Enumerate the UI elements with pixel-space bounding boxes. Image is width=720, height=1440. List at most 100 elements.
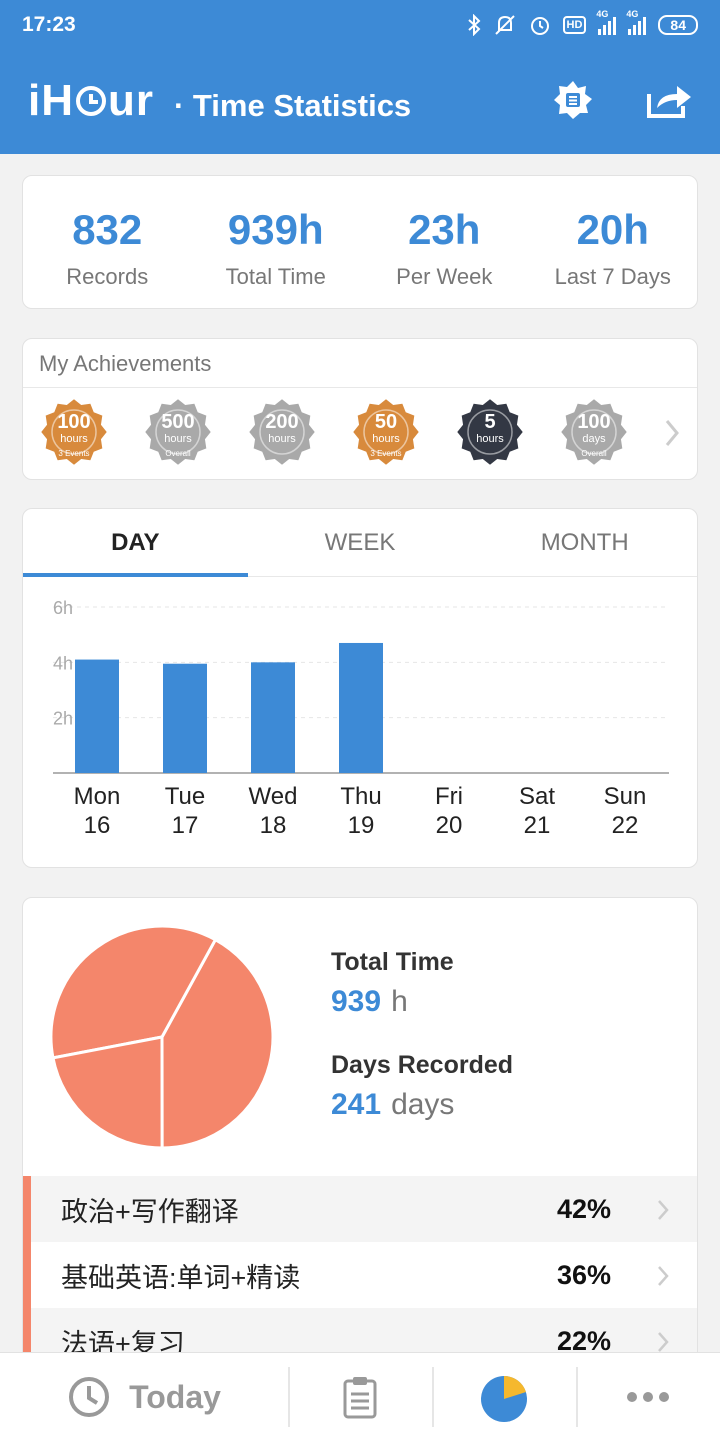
category-percent: 22%	[556, 1325, 611, 1356]
days-recorded-label: Days Recorded	[331, 1051, 514, 1079]
y-tick-label: 6h	[53, 598, 73, 618]
nav-more[interactable]	[576, 1353, 720, 1440]
achievement-badge[interactable]: 100 days Overall	[559, 397, 629, 467]
bar	[163, 663, 207, 773]
x-tick-date: 21	[524, 812, 551, 839]
x-tick-date: 22	[612, 812, 639, 839]
clock-icon	[69, 1377, 110, 1417]
category-percent: 42%	[556, 1193, 611, 1224]
x-tick-day: Sun	[604, 783, 647, 810]
stat-label: Total Time	[225, 264, 326, 289]
tab-month[interactable]: MONTH	[540, 529, 629, 556]
category-row[interactable]: 基础英语:单词+精读 36%	[23, 1242, 697, 1308]
stat-value: 20h	[576, 206, 649, 253]
network-type: 4G	[596, 9, 609, 19]
stat-value: 832	[72, 206, 143, 253]
achievement-badge[interactable]: 200 hours	[247, 397, 317, 467]
overview-info: Total Time 939 h Days Recorded 241 days	[331, 948, 513, 1122]
clipboard-icon	[343, 1377, 377, 1419]
logo-text-left: iH	[28, 76, 74, 125]
badge-value: 100	[57, 411, 91, 433]
pie-chart-icon	[481, 1375, 527, 1422]
achievements-title: My Achievements	[39, 351, 212, 376]
pie-slice	[51, 1035, 164, 1150]
more-icon	[627, 1392, 669, 1402]
alarm-icon	[530, 17, 549, 35]
bar	[339, 642, 383, 773]
badge-value: 500	[161, 411, 195, 433]
battery-icon: 84	[658, 15, 698, 35]
total-time-number: 939	[331, 985, 382, 1018]
signal-icon: 4G	[626, 9, 647, 35]
status-time: 17:23	[22, 13, 76, 36]
x-tick-date: 18	[260, 812, 287, 839]
stat-label: Last 7 Days	[554, 264, 671, 289]
total-time-label: Total Time	[331, 948, 454, 976]
page-title: · Time Statistics	[174, 88, 412, 123]
achievement-badge[interactable]: 500 hours Overall	[143, 397, 213, 467]
chevron-right-icon	[658, 1200, 669, 1220]
tab-week[interactable]: WEEK	[324, 529, 396, 556]
bluetooth-icon	[467, 14, 480, 36]
achievement-badges: 100 hours 3 Events 500 hours Overall 200 hours 5…	[39, 397, 629, 469]
stat-value: 23h	[408, 206, 481, 253]
x-tick-day: Sat	[519, 783, 555, 810]
days-recorded-number: 241	[331, 1088, 382, 1121]
badge-note: 3 Events	[370, 449, 402, 458]
x-tick-date: 17	[172, 812, 199, 839]
share-icon[interactable]	[645, 80, 693, 120]
period-tabs: DAY WEEK MONTH	[23, 509, 697, 577]
category-percent: 36%	[556, 1259, 611, 1290]
badge-medal-icon	[559, 397, 629, 467]
tab-day[interactable]: DAY	[23, 509, 248, 577]
badge-unit: hours	[60, 433, 88, 445]
total-time-value: 939 h	[331, 985, 513, 1019]
bar	[75, 659, 119, 773]
x-tick-day: Tue	[165, 783, 205, 810]
badge-value: 5	[484, 411, 496, 433]
badge-medal-icon	[143, 397, 213, 467]
badge-medal-icon	[455, 397, 525, 467]
badge-unit: hours	[268, 433, 296, 445]
logo-clock-icon	[76, 86, 106, 116]
badge-note: Overall	[165, 449, 191, 458]
overview-card: Total Time 939 h Days Recorded 241 days 政治…	[22, 897, 698, 1440]
achievement-badge[interactable]: 100 hours 3 Events	[39, 397, 109, 467]
stat-label: Records	[66, 264, 149, 289]
stat-per-week: 23h Per Week	[360, 176, 529, 308]
x-tick-day: Fri	[435, 783, 463, 810]
nav-today[interactable]: Today	[0, 1353, 288, 1440]
settings-gear-icon[interactable]	[553, 80, 593, 120]
pie-slice	[49, 924, 218, 1060]
nav-statistics[interactable]	[432, 1353, 576, 1440]
badge-medal-icon	[247, 397, 317, 467]
chevron-right-icon	[658, 1266, 669, 1286]
signal-icon: 4G	[596, 9, 617, 35]
hd-icon: HD	[562, 16, 587, 34]
status-bar: 17:23 HD 4G 4G 84	[0, 0, 720, 52]
y-tick-label: 4h	[53, 653, 73, 673]
badge-value: 100	[577, 411, 611, 433]
status-icons: HD 4G 4G 84	[467, 9, 698, 38]
badge-unit: hours	[372, 433, 400, 445]
stat-total-time: 939h Total Time	[192, 176, 361, 308]
achievement-badge[interactable]: 5 hours	[455, 397, 525, 467]
category-row[interactable]: 政治+写作翻译 42%	[23, 1176, 697, 1242]
badge-unit: days	[582, 433, 606, 445]
x-tick-day: Mon	[74, 783, 121, 810]
x-tick-day: Wed	[249, 783, 298, 810]
achievements-card[interactable]: My Achievements 100 hours 3 Events 500 hours…	[22, 338, 698, 480]
category-list: 政治+写作翻译 42% 基础英语:单词+精读 36% 法语+复习 22%	[23, 1176, 697, 1374]
chevron-right-icon[interactable]	[665, 419, 679, 447]
stat-last-7-days: 20h Last 7 Days	[529, 176, 698, 308]
badge-unit: hours	[476, 433, 504, 445]
chevron-right-icon	[658, 1332, 669, 1352]
time-chart-card: DAY WEEK MONTH 2h 4h 6h Mon 16 Tue 17 Wed 18 Thu 1…	[22, 508, 698, 868]
divider	[23, 387, 697, 388]
mute-icon	[494, 15, 515, 35]
achievement-badge[interactable]: 50 hours 3 Events	[351, 397, 421, 467]
nav-records[interactable]	[288, 1353, 432, 1440]
days-recorded-unit: days	[391, 1088, 455, 1121]
category-pie-chart	[49, 924, 275, 1150]
